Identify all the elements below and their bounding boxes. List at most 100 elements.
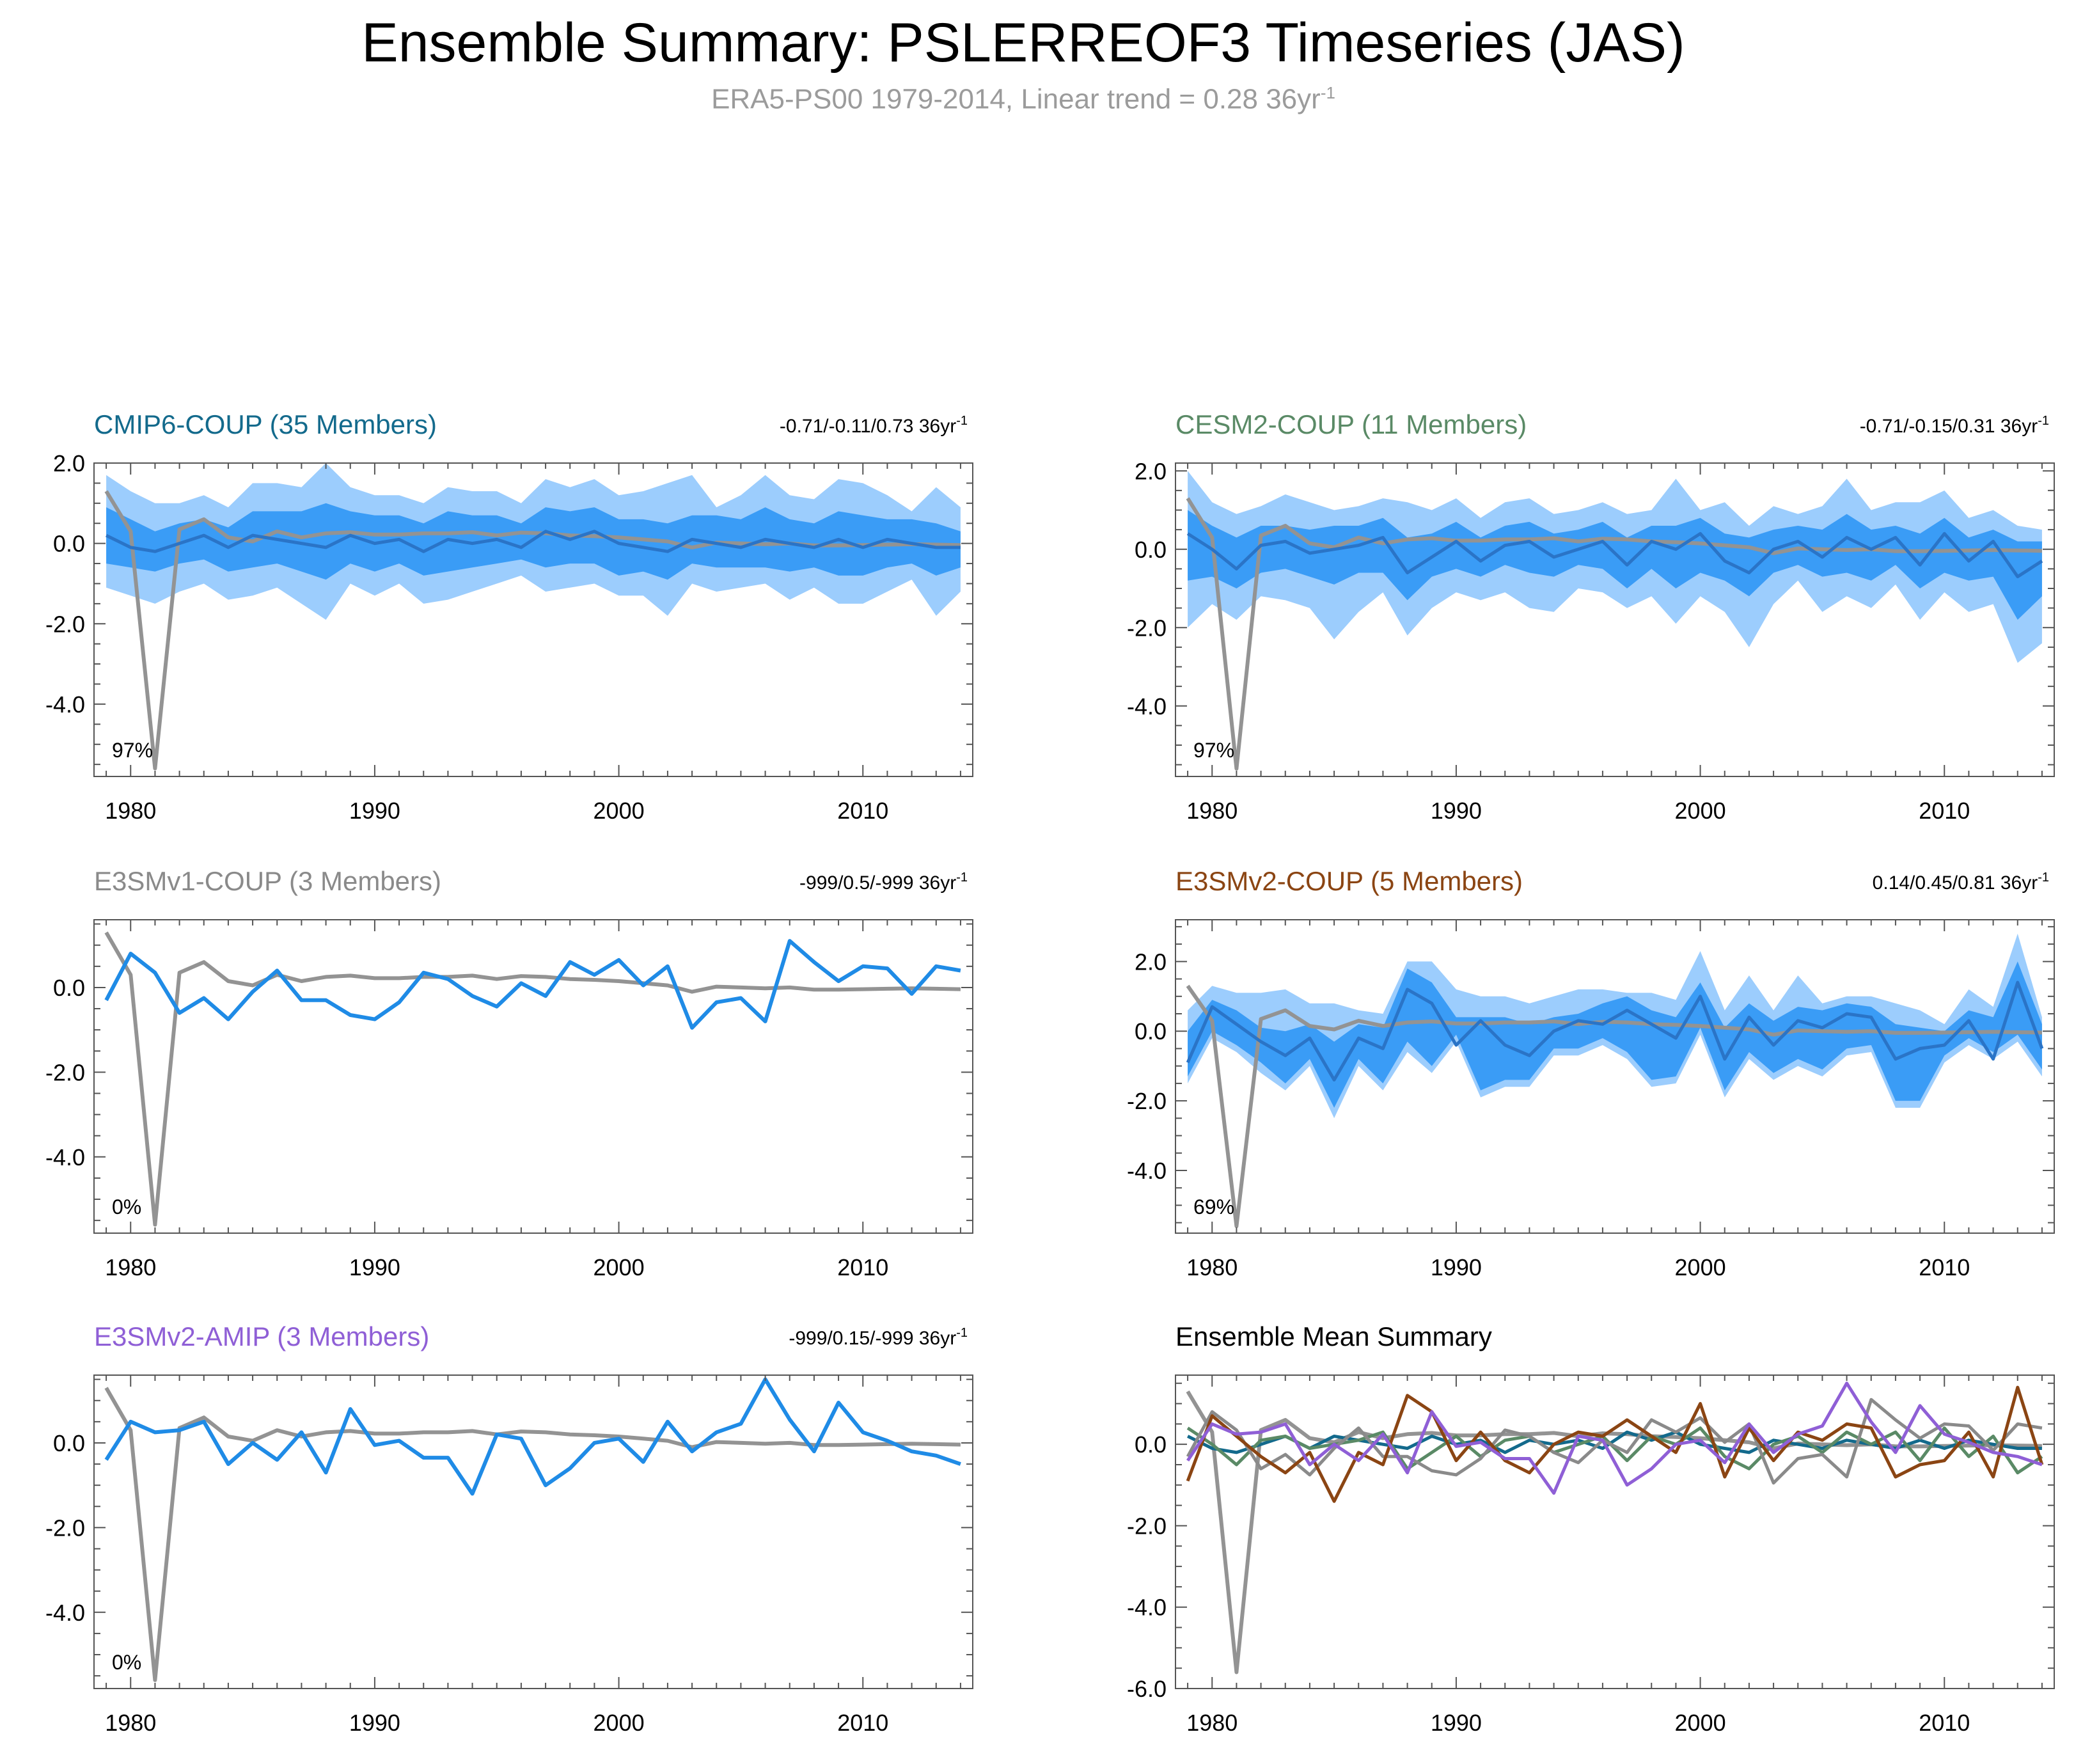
panel-title: Ensemble Mean Summary xyxy=(1175,1321,1492,1351)
xtick-label: 2000 xyxy=(1675,798,1726,824)
trend-superscript: -1 xyxy=(2038,870,2049,885)
xtick-label: 2010 xyxy=(1919,1710,1970,1736)
trend-label: -999/0.5/-999 36yr-1 xyxy=(799,870,968,894)
plot-frame xyxy=(1175,1374,2055,1689)
xtick-label: 2000 xyxy=(1675,1254,1726,1280)
obs-line xyxy=(104,931,961,1227)
trend-value: 0.14/0.45/0.81 36yr xyxy=(1873,872,2038,894)
panel-e3smv2_amip: E3SMv2-AMIP (3 Members) -999/0.15/-999 36… xyxy=(45,1321,973,1736)
xtick-label: 1990 xyxy=(1431,1710,1482,1736)
ytick-label: -2.0 xyxy=(1127,1088,1167,1114)
xtick-label: 2000 xyxy=(593,1254,645,1280)
panel-title: E3SMv2-AMIP (3 Members) xyxy=(94,1321,429,1351)
xtick-label: 1990 xyxy=(349,1254,400,1280)
panel-cmip6: CMIP6-COUP (35 Members) -0.71/-0.11/0.73 … xyxy=(45,409,973,824)
ytick-label: 0.0 xyxy=(1135,1431,1167,1458)
percent-label: 97% xyxy=(112,739,153,762)
panel-title: E3SMv2-COUP (5 Members) xyxy=(1175,866,1523,896)
trend-superscript: -1 xyxy=(956,1326,968,1340)
ytick-label: -4.0 xyxy=(1127,1595,1167,1621)
plot-area xyxy=(1186,1382,2044,1674)
ytick-label: -2.0 xyxy=(45,611,85,637)
xtick-label: 1990 xyxy=(349,798,400,824)
plot-frame xyxy=(93,1374,973,1689)
xtick-label: 1990 xyxy=(349,1710,400,1736)
figure-subtitle: ERA5-PS00 1979-2014, Linear trend = 0.28… xyxy=(0,83,2047,116)
xtick-label: 1980 xyxy=(105,1710,156,1736)
panel-title: CMIP6-COUP (35 Members) xyxy=(94,409,437,439)
xtick-label: 2010 xyxy=(837,1710,888,1736)
ytick-label: 0.0 xyxy=(1135,1018,1167,1044)
figure-title: Ensemble Summary: PSLERREOF3 Timeseries … xyxy=(361,12,1685,74)
ytick-label: -4.0 xyxy=(1127,1158,1167,1184)
trend-label: 0.14/0.45/0.81 36yr-1 xyxy=(1873,870,2049,894)
plot-area xyxy=(104,463,961,771)
plot-frame xyxy=(1175,919,2055,1234)
percent-label: 0% xyxy=(112,1195,141,1218)
plot-area xyxy=(1186,933,2044,1229)
xtick-label: 1990 xyxy=(1431,1254,1482,1280)
ytick-label: 2.0 xyxy=(1135,458,1167,484)
band-25-75 xyxy=(1188,961,2042,1108)
xtick-label: 2010 xyxy=(1919,1254,1970,1280)
ensemble-mean-line xyxy=(105,530,961,553)
ytick-label: 0.0 xyxy=(53,975,85,1001)
series-E3SMv1-COUP xyxy=(1186,1398,2043,1485)
obs-line xyxy=(1186,984,2042,1229)
trend-label: -0.71/-0.11/0.73 36yr-1 xyxy=(780,414,968,437)
subtitle-superscript: -1 xyxy=(1320,83,1335,102)
panel-title: E3SMv1-COUP (3 Members) xyxy=(94,866,441,896)
ytick-label: -4.0 xyxy=(45,691,85,718)
xtick-label: 2010 xyxy=(837,798,888,824)
ensemble-mean-line xyxy=(1186,532,2043,579)
ytick-label: 2.0 xyxy=(1135,949,1167,975)
ytick-label: -2.0 xyxy=(45,1515,85,1541)
panel-title: CESM2-COUP (11 Members) xyxy=(1175,409,1527,439)
trend-value: -999/0.15/-999 36yr xyxy=(789,1328,956,1349)
percent-label: 0% xyxy=(112,1651,141,1674)
series-E3SMv2-AMIP xyxy=(1186,1382,2043,1495)
percent-label: 97% xyxy=(1193,739,1234,762)
plot-frame xyxy=(93,919,973,1234)
trend-value: -0.71/-0.15/0.31 36yr xyxy=(1860,416,2038,437)
band-25-75 xyxy=(1188,510,2042,620)
xtick-label: 1980 xyxy=(105,1254,156,1280)
subtitle-text: ERA5-PS00 1979-2014, Linear trend = 0.28… xyxy=(711,83,1321,115)
ensemble-mean-line xyxy=(1186,980,2044,1082)
panel-e3smv2_coup: E3SMv2-COUP (5 Members) 0.14/0.45/0.81 36… xyxy=(1127,866,2055,1280)
trend-label: -0.71/-0.15/0.31 36yr-1 xyxy=(1860,414,2049,437)
series-E3SMv2-COUP xyxy=(1186,1385,2044,1503)
xtick-label: 2010 xyxy=(837,1254,888,1280)
ytick-label: -2.0 xyxy=(1127,615,1167,641)
member-line xyxy=(104,939,961,1030)
panel-cesm2: CESM2-COUP (11 Members) -0.71/-0.15/0.31 … xyxy=(1127,409,2055,824)
ytick-label: -4.0 xyxy=(45,1600,85,1626)
ytick-label: -2.0 xyxy=(1127,1513,1167,1539)
ytick-label: -4.0 xyxy=(45,1144,85,1170)
obs-line xyxy=(104,1387,961,1682)
ytick-label: 0.0 xyxy=(1135,537,1167,563)
xtick-label: 1980 xyxy=(105,798,156,824)
panel-e3smv1: E3SMv1-COUP (3 Members) -999/0.5/-999 36y… xyxy=(45,866,973,1280)
xtick-label: 2010 xyxy=(1919,798,1970,824)
ytick-label: -6.0 xyxy=(1127,1676,1167,1702)
xtick-label: 1980 xyxy=(1186,1254,1238,1280)
member-line xyxy=(104,1377,961,1496)
trend-value: -0.71/-0.11/0.73 36yr xyxy=(780,416,956,437)
series-CESM2-COUP xyxy=(1186,1426,2043,1475)
panel-summary: Ensemble Mean Summary 0.0 -2.0 -4.0 -6.0 1980… xyxy=(1127,1321,2055,1736)
plot-area xyxy=(1186,471,2043,771)
trend-superscript: -1 xyxy=(2038,414,2049,428)
plot-frame xyxy=(1175,462,2055,777)
ytick-label: 0.0 xyxy=(53,1430,85,1456)
xtick-label: 1980 xyxy=(1186,1710,1238,1736)
trend-superscript: -1 xyxy=(956,414,968,428)
xtick-label: 2000 xyxy=(1675,1710,1726,1736)
plot-frame xyxy=(93,462,973,777)
ytick-label: 2.0 xyxy=(53,450,85,476)
xtick-label: 2000 xyxy=(593,1710,645,1736)
ytick-label: -2.0 xyxy=(45,1059,85,1085)
obs-line xyxy=(1186,497,2042,771)
xtick-label: 2000 xyxy=(593,798,645,824)
band-25-75 xyxy=(106,503,961,580)
